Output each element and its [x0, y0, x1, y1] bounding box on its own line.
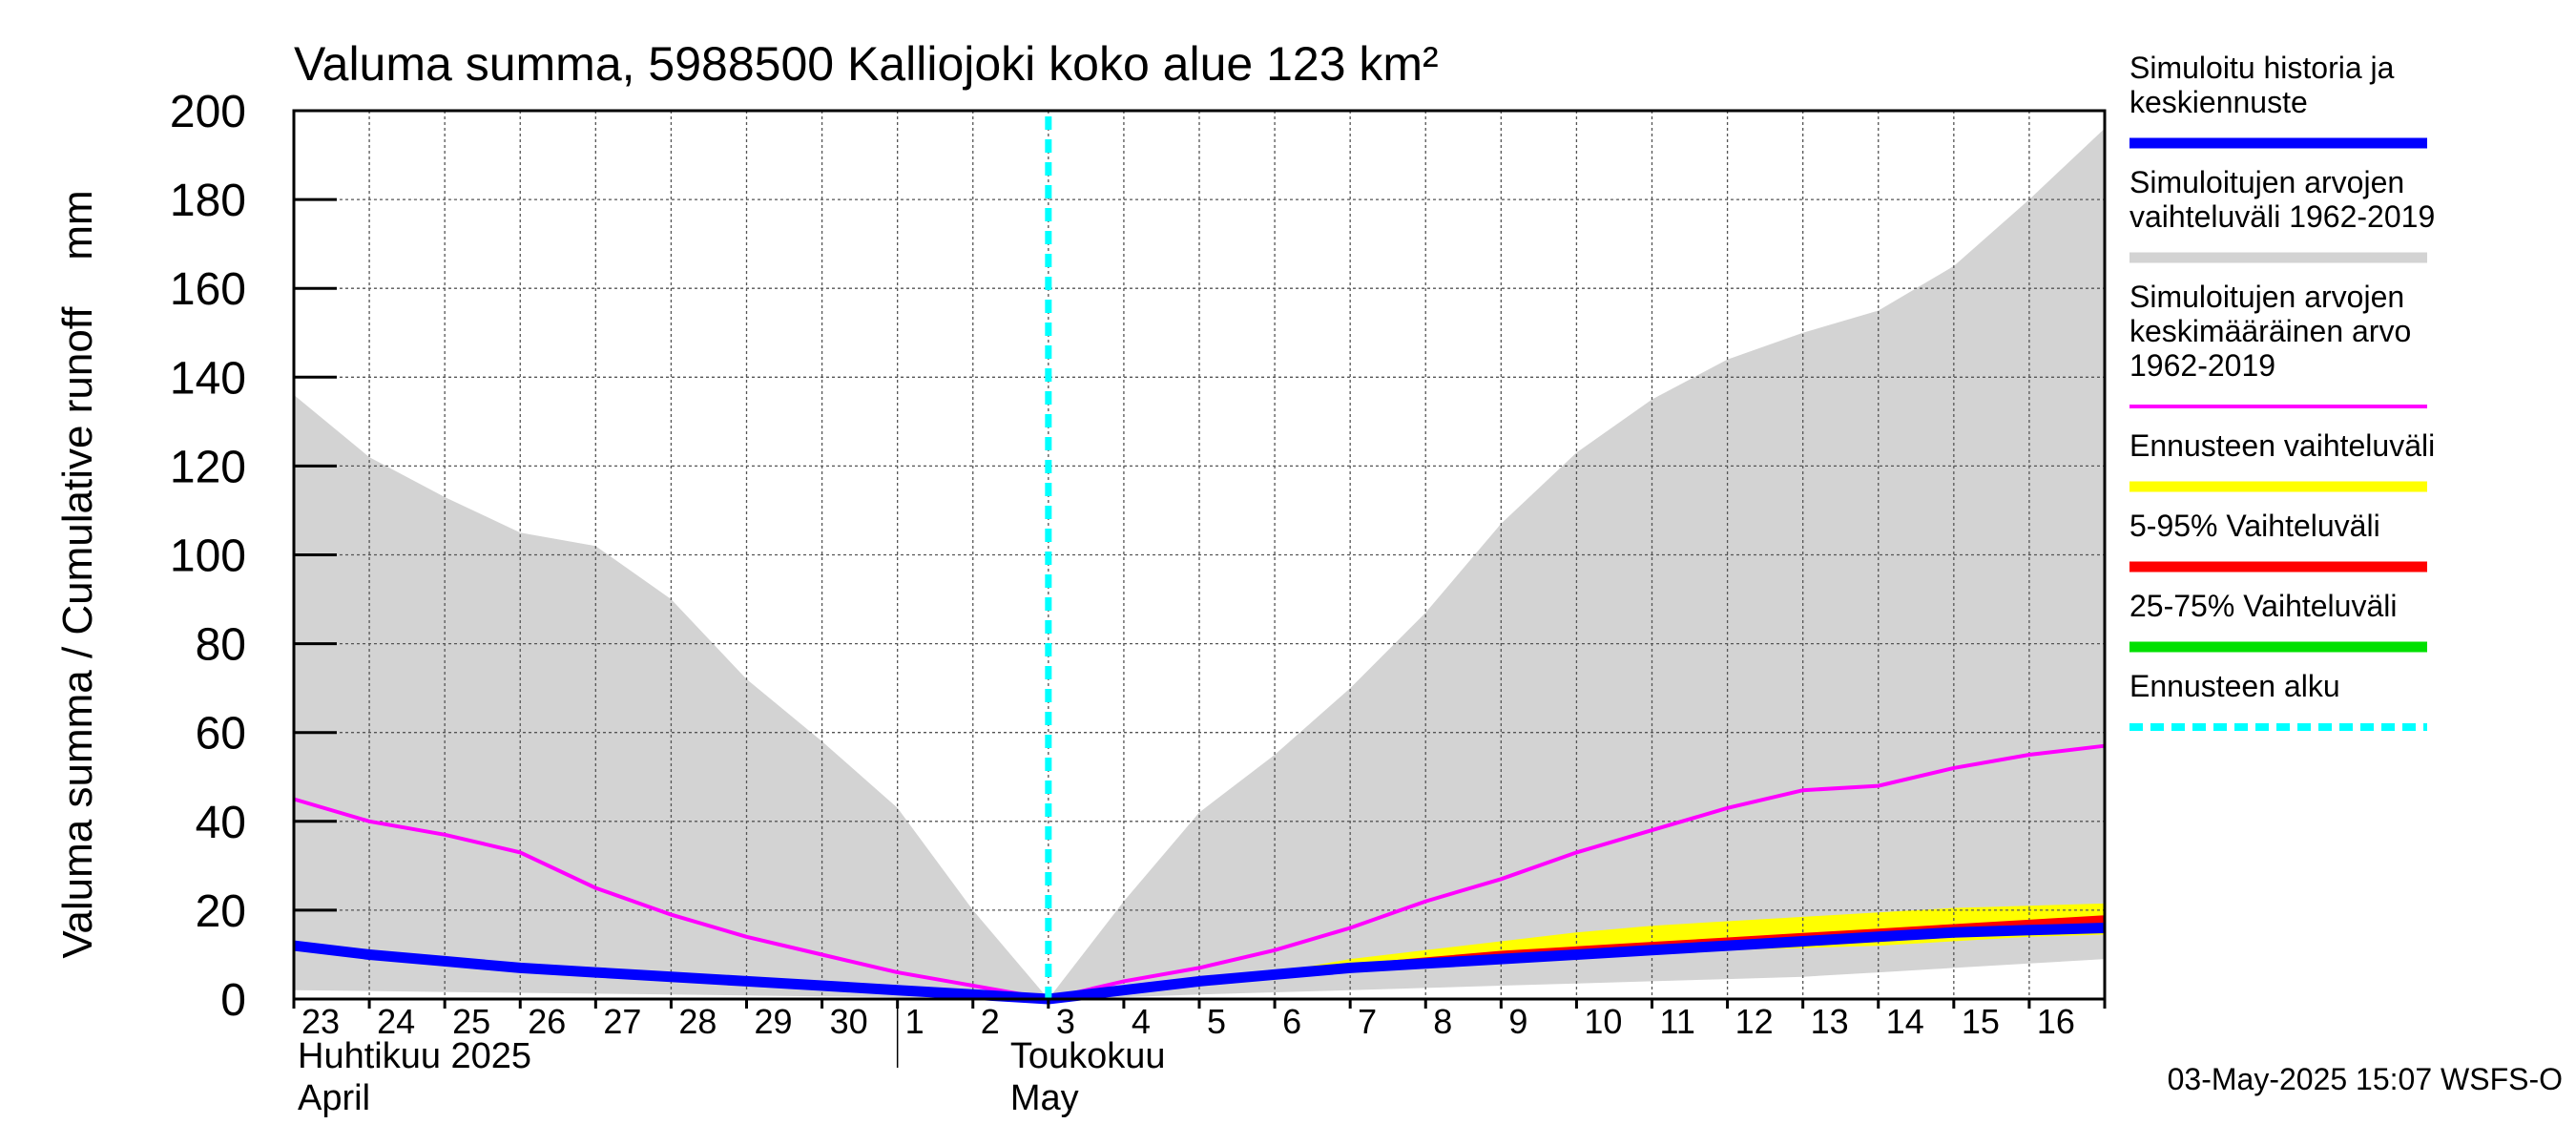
x-tick-label: 30 [830, 1002, 868, 1041]
legend-label: Simuloitujen arvojen [2129, 280, 2404, 314]
month-label-en: May [1010, 1078, 1079, 1118]
y-tick-label: 0 [220, 975, 246, 1026]
legend-label: 25-75% Vaihteluväli [2129, 589, 2397, 623]
x-tick-label: 29 [755, 1002, 793, 1041]
legend-label: vaihteluväli 1962-2019 [2129, 199, 2435, 234]
chart-title: Valuma summa, 5988500 Kalliojoki koko al… [294, 37, 1439, 91]
x-tick-label: 24 [377, 1002, 415, 1041]
legend-label: Ennusteen alku [2129, 669, 2340, 703]
y-tick-label: 120 [170, 442, 246, 492]
legend-label: keskiennuste [2129, 85, 2308, 119]
x-tick-label: 11 [1660, 1002, 1695, 1041]
x-tick-label: 16 [2037, 1002, 2075, 1041]
x-tick-label: 10 [1584, 1002, 1622, 1041]
legend-label: Simuloitujen arvojen [2129, 165, 2404, 199]
mean-line [293, 743, 2106, 1002]
y-tick-label: 100 [170, 531, 246, 582]
x-tick-label: 7 [1358, 1002, 1377, 1041]
x-tick-label: 4 [1132, 1002, 1151, 1041]
month-label-en: April [298, 1078, 370, 1118]
x-tick-label: 1 [905, 1002, 924, 1041]
y-tick-label: 180 [170, 176, 246, 226]
y-tick-label: 60 [196, 709, 246, 760]
x-tick-label: 27 [603, 1002, 641, 1041]
y-tick-label: 160 [170, 264, 246, 315]
x-tick-label: 6 [1282, 1002, 1301, 1041]
x-tick-label: 26 [528, 1002, 566, 1041]
x-tick-label: 15 [1962, 1002, 2000, 1041]
month-label: Toukokuu [1010, 1036, 1166, 1076]
legend-label: Simuloitu historia ja [2129, 51, 2395, 85]
x-tick-label: 9 [1508, 1002, 1527, 1041]
x-tick-label: 12 [1735, 1002, 1774, 1041]
x-tick-label: 23 [301, 1002, 340, 1041]
x-tick-label: 14 [1886, 1002, 1924, 1041]
y-tick-label: 200 [170, 87, 246, 137]
x-tick-label: 3 [1056, 1002, 1075, 1041]
legend-label: Ennusteen vaihteluväli [2129, 428, 2435, 463]
x-tick-label: 5 [1207, 1002, 1226, 1041]
legend-label: 5-95% Vaihteluväli [2129, 509, 2380, 543]
y-tick-label: 20 [196, 886, 246, 937]
x-tick-label: 25 [452, 1002, 490, 1041]
x-tick-label: 8 [1433, 1002, 1452, 1041]
x-tick-label: 2 [981, 1002, 1000, 1041]
y-tick-label: 40 [196, 798, 246, 848]
x-tick-label: 13 [1811, 1002, 1849, 1041]
x-tick-label: 28 [678, 1002, 717, 1041]
footer-timestamp: 03-May-2025 15:07 WSFS-O [2168, 1062, 2563, 1096]
forecast-median-line [293, 923, 2106, 1005]
month-label: Huhtikuu 2025 [298, 1036, 531, 1076]
y-tick-label: 140 [170, 353, 246, 404]
legend-label: keskimääräinen arvo [2129, 314, 2411, 348]
legend-label: 1962-2019 [2129, 348, 2275, 383]
y-tick-label: 80 [196, 620, 246, 671]
y-axis-label: Valuma summa / Cumulative runoff mm [54, 190, 101, 958]
